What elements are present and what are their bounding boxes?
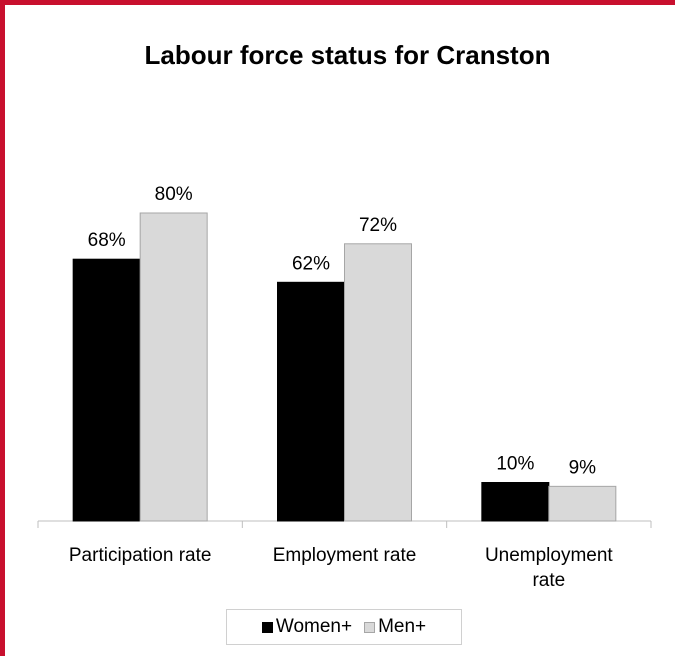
category-label: Participation rate xyxy=(69,545,212,566)
data-label-women: 10% xyxy=(496,454,534,475)
legend-item-men: Men+ xyxy=(364,616,426,638)
frame-top-border xyxy=(0,0,675,5)
category-label: rate xyxy=(532,570,565,591)
bar-women xyxy=(72,258,141,522)
legend-swatch-women xyxy=(261,621,273,633)
legend-swatch-men xyxy=(364,621,376,633)
category-label: Unemployment xyxy=(485,545,613,566)
bar-men xyxy=(344,243,412,522)
bar-men xyxy=(139,212,208,522)
legend-label-men: Men+ xyxy=(378,616,427,637)
data-label-men: 80% xyxy=(155,184,193,205)
chart-title: Labour force status for Cranston xyxy=(144,40,551,70)
bar-women xyxy=(481,482,550,522)
frame-left-border xyxy=(0,0,5,656)
data-label-men: 72% xyxy=(359,215,397,236)
data-label-women: 62% xyxy=(292,253,330,274)
data-label-men: 9% xyxy=(569,457,597,478)
legend-label-women: Women+ xyxy=(275,616,353,637)
bar-men xyxy=(548,485,617,522)
category-label: Employment rate xyxy=(273,545,417,566)
legend-item-women: Women+ xyxy=(261,616,353,638)
bar-women xyxy=(277,281,345,522)
chart-legend: Women+ Men+ xyxy=(226,609,462,645)
data-label-women: 68% xyxy=(88,230,126,251)
